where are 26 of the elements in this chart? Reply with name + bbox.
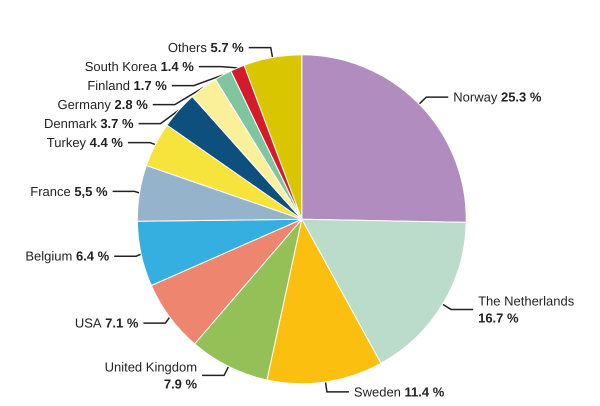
slice-label: The Netherlands [478, 293, 575, 308]
data-label: 3.7 % [100, 116, 134, 132]
slice-label: Germany [57, 97, 112, 112]
data-label: 5.7 % [210, 40, 244, 56]
data-label: 16.7 % [478, 310, 520, 326]
data-label: 5,5 % [74, 184, 108, 199]
data-label: 2.8 % [114, 97, 148, 112]
data-label: 6.4 % [76, 248, 110, 264]
slice-label: Norway [453, 90, 498, 105]
data-label: 1.4 % [160, 59, 194, 74]
slice-label: Denmark [44, 116, 98, 132]
data-label: 1.7 % [134, 78, 168, 94]
slice-label: United Kingdom [104, 359, 198, 374]
slice-label: Finland [87, 78, 130, 94]
slice-label: Sweden [354, 384, 401, 400]
slice-label: USA [74, 316, 102, 331]
slice-label: South Korea [84, 59, 158, 74]
data-label: 11.4 % [404, 384, 445, 400]
slice-label: Others [168, 40, 208, 56]
slice-label: Belgium [25, 248, 72, 264]
data-label: 25.3 % [500, 90, 542, 105]
slice-label: France [30, 184, 71, 199]
data-label: 7.1 % [105, 316, 139, 331]
slice-label: Turkey [46, 135, 87, 150]
data-label: 7.9 % [164, 376, 198, 392]
data-label: 4.4 % [90, 135, 124, 150]
